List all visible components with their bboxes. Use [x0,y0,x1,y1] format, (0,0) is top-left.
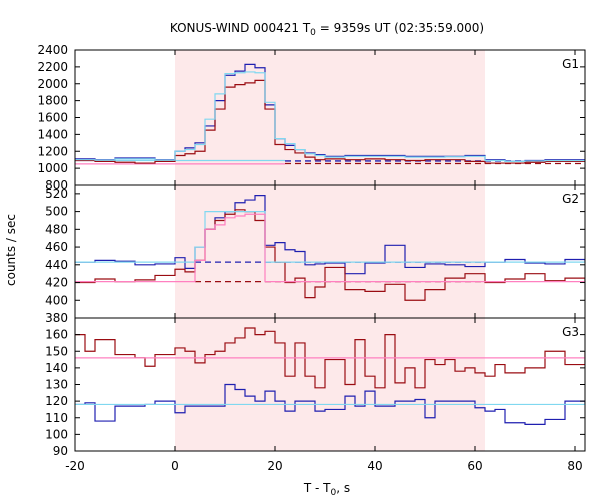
y-tick-label: 2400 [37,43,68,57]
light-curve-series [75,327,585,389]
x-tick-label: -20 [65,459,85,473]
y-tick-label: 140 [45,361,68,375]
light-curve-series [75,71,585,162]
panel-label: G1 [562,57,579,71]
plot-area [75,195,585,301]
y-tick-label: 2000 [37,77,68,91]
y-tick-label: 1400 [37,127,68,141]
y-tick-label: 520 [45,187,68,201]
y-axis-label: counts / sec [4,214,18,286]
y-tick-label: 800 [45,178,68,192]
y-tick-label: 480 [45,222,68,236]
chart-title: KONUS-WIND 000421 T0 = 9359s UT (02:35:5… [170,21,484,38]
x-axis-label: T - T0, s [303,481,350,498]
burst-interval-shade [175,185,485,318]
y-tick-label: 90 [53,444,68,458]
panel-label: G2 [562,192,579,206]
light-curve-series [75,195,585,275]
x-tick-label: 80 [567,459,582,473]
y-tick-label: 380 [45,311,68,325]
light-curve-series [75,79,585,164]
y-tick-label: 100 [45,427,68,441]
light-curve-series [75,211,585,263]
burst-interval-shade [175,50,485,185]
plot-area [75,63,585,165]
y-tick-label: 420 [45,276,68,290]
x-tick-labels: -20 0 20 40 60 80 [65,459,582,473]
y-tick-label: 400 [45,293,68,307]
y-tick-label: 1200 [37,144,68,158]
x-tick-label: 20 [267,459,282,473]
x-tick-label: 0 [171,459,179,473]
panel-g2: 380 400 420 440 460 480 500 520 G2 [45,184,586,325]
y-tick-label: 2200 [37,60,68,74]
x-tick-label: 60 [467,459,482,473]
panel-g1: 800 1000 1200 1400 1600 1800 2000 2200 2400 G1 [37,43,586,192]
y-tick-label: 130 [45,378,68,392]
y-tick-label: 440 [45,258,68,272]
y-tick-label: 110 [45,411,68,425]
burst-interval-shade [175,318,485,451]
plot-area [75,327,585,425]
y-tick-label: 460 [45,240,68,254]
y-tick-label: 1800 [37,94,68,108]
panel-g3: 90 100 110 120 130 140 150 160 G3 [45,317,586,458]
light-curve-series [75,209,585,301]
light-curve-series [75,383,585,425]
y-tick-label: 1600 [37,111,68,125]
y-tick-label: 120 [45,394,68,408]
x-tick-label: 40 [367,459,382,473]
y-tick-label: 1000 [37,161,68,175]
y-tick-label: 160 [45,328,68,342]
panel-label: G3 [562,325,579,339]
light-curve-series [75,213,585,283]
y-tick-label: 500 [45,205,68,219]
y-tick-label: 150 [45,344,68,358]
